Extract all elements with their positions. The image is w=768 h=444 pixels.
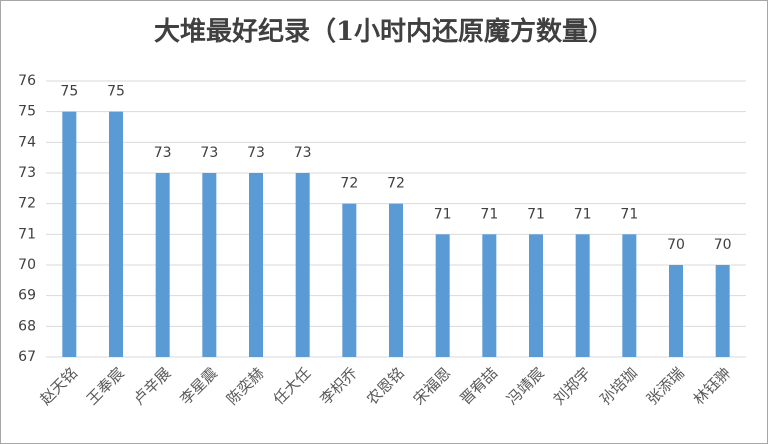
data-label: 73 [200,145,218,161]
bar [155,173,170,357]
data-label: 75 [107,84,125,100]
y-tick-label: 72 [18,196,36,212]
data-label: 72 [387,176,405,192]
data-label: 73 [154,145,172,161]
data-label: 70 [714,237,732,253]
data-label: 71 [434,206,452,222]
y-tick-label: 68 [18,318,36,334]
bar [202,173,217,357]
bar [575,234,590,357]
y-tick-label: 71 [18,226,36,242]
bar [109,111,123,358]
y-tick-label: 69 [18,288,36,304]
data-label: 73 [294,145,312,161]
data-label: 73 [247,145,265,161]
bar [622,234,637,357]
bar [342,203,357,357]
data-label: 72 [340,176,358,192]
bar [389,203,403,357]
bar [529,234,543,357]
y-tick-label: 74 [18,134,36,150]
y-tick-label: 75 [18,104,36,120]
bar [249,173,263,357]
y-tick-label: 67 [18,349,36,365]
data-label: 71 [620,206,638,222]
data-label: 75 [60,84,78,100]
bar [435,234,450,357]
bar [62,111,77,358]
bar [295,173,310,357]
y-tick-label: 76 [18,73,36,89]
bar [669,265,683,357]
data-label: 71 [527,206,545,222]
y-tick-label: 73 [18,165,36,181]
bar [482,234,497,357]
data-label: 71 [574,206,592,222]
y-tick-label: 70 [18,257,36,273]
chart-title: 大堆最好纪录（1小时内还原魔方数量） [154,16,614,47]
bar [715,265,730,357]
data-label: 71 [480,206,498,222]
data-label: 70 [667,237,685,253]
